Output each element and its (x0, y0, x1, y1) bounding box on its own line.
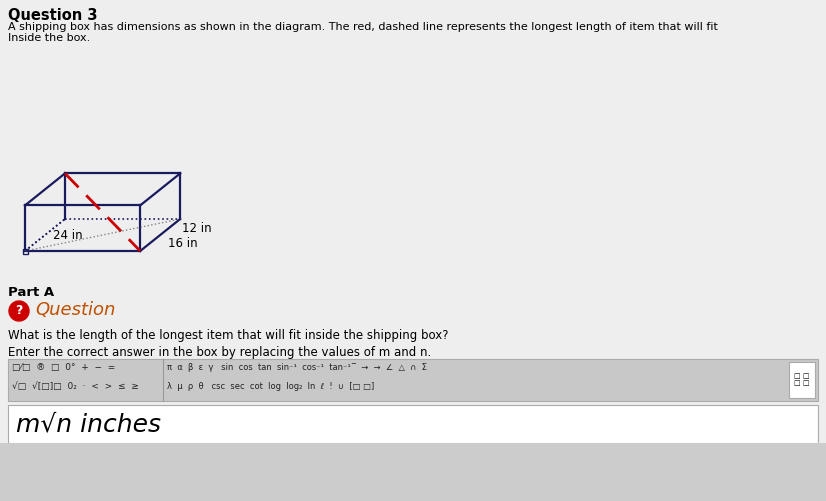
FancyBboxPatch shape (0, 0, 826, 451)
Text: What is the length of the longest item that will fit inside the shipping box?: What is the length of the longest item t… (8, 329, 449, 342)
FancyBboxPatch shape (8, 359, 818, 401)
Text: □ □
□ □: □ □ □ □ (795, 374, 809, 386)
FancyBboxPatch shape (0, 0, 826, 41)
FancyBboxPatch shape (789, 362, 815, 398)
FancyBboxPatch shape (8, 405, 818, 443)
Text: A shipping box has dimensions as shown in the diagram. The red, dashed line repr: A shipping box has dimensions as shown i… (8, 22, 718, 32)
FancyBboxPatch shape (22, 248, 27, 254)
Text: □⁄□  ®  □  0°  +  −  =: □⁄□ ® □ 0° + − = (12, 363, 116, 372)
Text: √□  √[□]□  0₂  ·  <  >  ≤  ≥: √□ √[□]□ 0₂ · < > ≤ ≥ (12, 382, 139, 391)
Text: ?: ? (16, 305, 22, 318)
Text: Question 3: Question 3 (8, 8, 97, 23)
Text: 12 in: 12 in (183, 222, 211, 234)
Text: Enter the correct answer in the box by replacing the values of m and n.: Enter the correct answer in the box by r… (8, 346, 431, 359)
Text: m√n inches: m√n inches (16, 412, 161, 436)
Text: 24 in: 24 in (53, 228, 83, 241)
Text: Question: Question (35, 301, 116, 319)
Text: λ  μ  ρ  θ   csc  sec  cot  log  log₂  ln  ℓ  !  ∪  [□ □]: λ μ ρ θ csc sec cot log log₂ ln ℓ ! ∪ [□… (167, 382, 374, 391)
Text: Part A: Part A (8, 286, 55, 299)
Text: Inside the box.: Inside the box. (8, 33, 90, 43)
FancyBboxPatch shape (0, 443, 826, 501)
Circle shape (9, 301, 29, 321)
Text: 16 in: 16 in (169, 236, 197, 249)
Text: π  α  β  ε  γ   sin  cos  tan  sin⁻¹  cos⁻¹  tan⁻¹  ̅  →  →  ∠  △  ∩  Σ: π α β ε γ sin cos tan sin⁻¹ cos⁻¹ tan⁻¹ … (167, 363, 427, 372)
